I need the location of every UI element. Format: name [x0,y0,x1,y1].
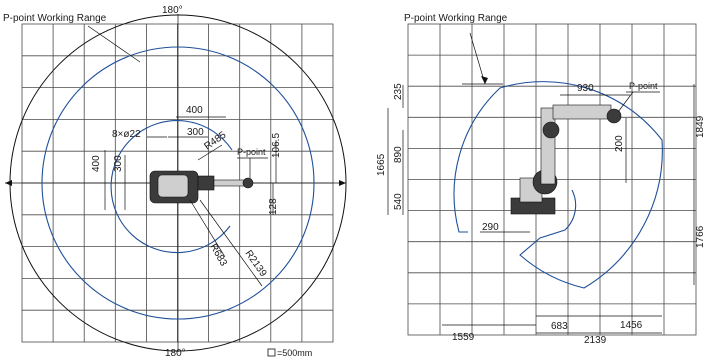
left-r485-leader [197,144,223,161]
right-dim-1665: 1665 [376,153,387,176]
right-p-point-range-outline [453,81,663,289]
left-robot-top-view [149,170,254,204]
left-axis-arrow-right [339,180,346,186]
left-dim-400-left: 400 [91,155,102,172]
right-range-leader [469,32,486,85]
left-robot-arm-top [197,175,215,191]
right-p-point-leader [617,91,634,113]
right-dim-1559: 1559 [452,332,475,343]
left-inner-range-arc [110,120,233,254]
right-robot-upper-arm [552,104,612,120]
left-p-point-range-circle [41,46,315,320]
left-r683: R683 [207,242,229,269]
left-robot-turret [157,174,189,198]
right-dim-290: 290 [482,222,499,233]
right-dim-1849: 1849 [695,115,705,138]
left-r2139: R2139 [243,248,269,279]
left-dim-400-top: 400 [186,105,203,116]
right-dim-1766: 1766 [695,225,705,248]
right-dim-1456: 1456 [620,320,643,331]
left-axis-arrow-left [5,180,12,186]
left-p-point-label: P-point [237,147,266,157]
right-robot-lower-arm [540,107,556,185]
left-outer-range-circle [9,14,347,352]
right-robot-wrist [606,108,622,124]
right-p-point-label: P-point [629,81,658,91]
right-dim-540: 540 [393,193,404,210]
left-dim-128: 128 [268,198,279,215]
right-grid-frame [407,23,697,336]
left-top-angle: 180° [162,5,183,16]
right-range-leader-arrow [481,76,488,84]
scale-label: =500mm [277,348,312,358]
left-r2139-leader [199,199,263,287]
left-dim-300-top: 300 [187,127,204,138]
right-dim-2139: 2139 [584,335,607,346]
left-hole-label: 8×ø22 [112,129,141,140]
left-dim-300-left: 300 [113,155,124,172]
right-dim-683: 683 [551,321,568,332]
right-grid [408,24,696,335]
right-dim-930: 930 [577,83,594,94]
left-range-label: P-point Working Range [3,13,107,24]
left-dim-106-5: 106.5 [271,133,282,158]
right-robot-side-view [510,104,622,215]
left-r683-leader [189,199,226,258]
left-bottom-angle: 180° [165,348,186,359]
left-robot-forearm [213,179,247,187]
left-robot-wrist [242,177,254,189]
left-view: P-point Working Range 180° 180° 400 300 … [3,5,347,359]
left-range-leader [87,25,141,63]
right-robot-elbow [542,121,560,139]
right-dim-890: 890 [393,146,404,163]
right-range-label: P-point Working Range [404,13,508,24]
right-dim-235: 235 [393,83,404,100]
scale-legend: =500mm [267,348,312,358]
right-dim-200: 200 [614,135,625,152]
grid-square-icon [267,348,276,357]
right-view: P-point Working Range 930 P-point 200 18… [376,13,705,346]
